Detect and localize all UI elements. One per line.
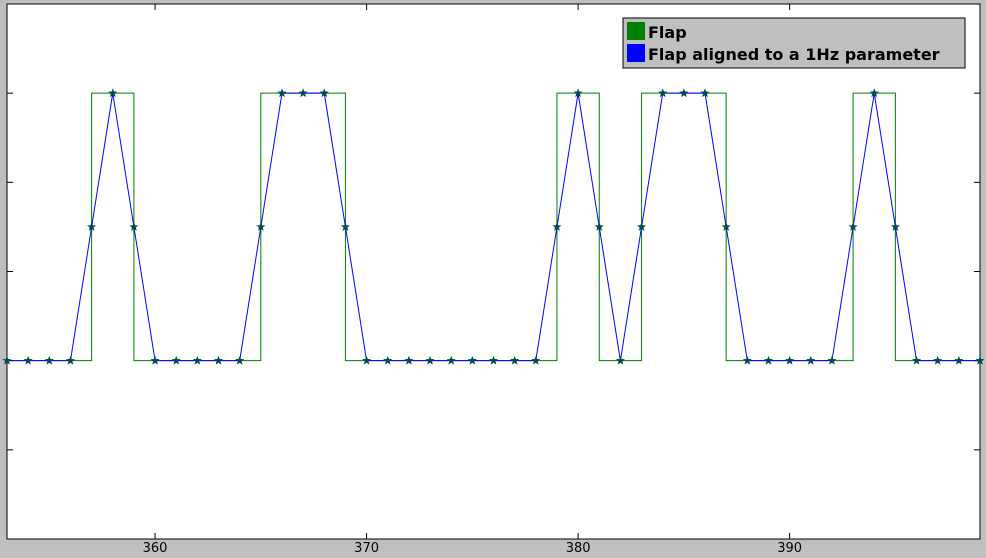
star-marker <box>383 355 393 365</box>
star-marker <box>277 88 287 98</box>
star-marker <box>361 355 372 365</box>
star-marker <box>848 222 858 231</box>
star-marker <box>679 88 689 98</box>
legend-label-flap: Flap <box>648 23 687 42</box>
star-marker <box>742 355 752 365</box>
star-marker <box>911 355 922 365</box>
legend-swatch-flap <box>627 22 645 40</box>
star-marker <box>213 355 224 365</box>
axis-ticks: 360 370 380 390 <box>7 3 980 556</box>
star-marker <box>298 88 308 98</box>
legend: Flap Flap aligned to a 1Hz parameter <box>622 17 966 69</box>
x-tick-label: 390 <box>777 541 802 556</box>
star-marker <box>636 222 647 231</box>
legend-swatch-flap-aligned <box>627 44 645 62</box>
star-marker <box>488 355 499 365</box>
star-marker <box>65 355 76 365</box>
star-marker <box>531 355 541 365</box>
star-marker <box>319 88 329 98</box>
star-marker <box>510 355 520 365</box>
star-marker <box>975 355 985 365</box>
legend-label-flap-aligned: Flap aligned to a 1Hz parameter <box>648 45 940 64</box>
star-marker <box>700 88 710 98</box>
star-marker <box>171 355 181 365</box>
x-tick-label: 370 <box>354 541 379 556</box>
legend-box <box>622 17 966 69</box>
star-marker <box>763 355 774 365</box>
star-marker <box>425 355 435 365</box>
star-marker <box>552 222 562 231</box>
series-group <box>2 88 985 365</box>
star-marker <box>785 355 795 365</box>
star-marker <box>446 355 456 365</box>
star-marker <box>827 355 837 365</box>
plot-area <box>6 3 981 540</box>
star-marker <box>721 222 731 231</box>
star-marker <box>86 222 97 231</box>
x-tick-label: 360 <box>143 541 168 556</box>
star-marker <box>467 355 477 365</box>
star-marker <box>129 222 139 231</box>
star-marker <box>2 355 12 365</box>
x-tick-label: 380 <box>566 541 591 556</box>
star-marker <box>256 222 266 231</box>
star-marker <box>573 88 583 98</box>
star-marker <box>235 355 245 365</box>
star-marker <box>108 88 118 98</box>
star-marker <box>594 222 604 231</box>
star-marker <box>44 355 54 365</box>
star-marker <box>150 355 160 365</box>
star-marker <box>404 355 414 365</box>
star-marker <box>954 355 964 365</box>
star-marker <box>192 355 202 365</box>
star-marker <box>869 88 879 98</box>
star-marker <box>933 355 943 365</box>
star-marker <box>340 222 351 231</box>
star-marker <box>890 222 901 231</box>
star-marker <box>615 355 626 365</box>
star-marker <box>806 355 816 365</box>
star-marker <box>658 88 668 98</box>
star-marker <box>23 355 33 365</box>
